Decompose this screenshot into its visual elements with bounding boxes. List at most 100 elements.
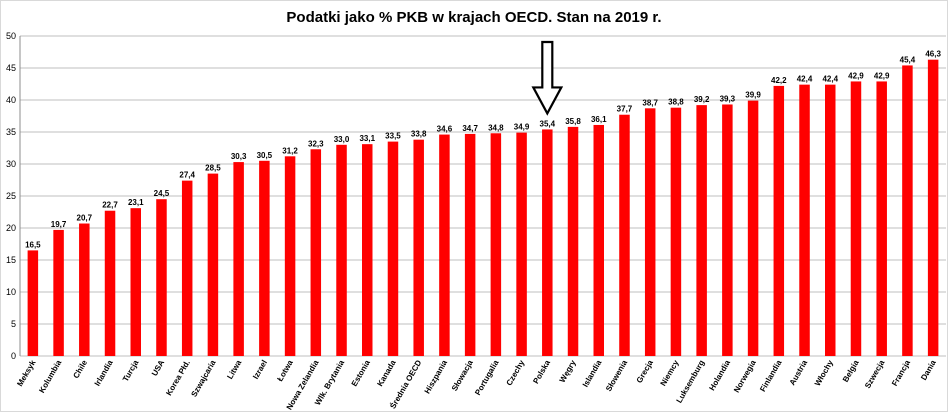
x-axis-ticks: Meksyk Kolumbia Chile Irlandia Turcja USAKore… <box>15 358 938 411</box>
y-tick-label: 25 <box>6 191 16 201</box>
x-tick-label: Niemcy <box>659 358 681 388</box>
data-label: 38,7 <box>642 98 658 107</box>
bar <box>233 162 244 356</box>
y-axis-ticks: 0 5 10 15 20 25 30 35 40 45 50 <box>6 31 16 361</box>
bar <box>747 100 759 356</box>
y-tick-label: 50 <box>6 31 16 41</box>
data-label: 31,2 <box>282 146 298 155</box>
data-label: 34,6 <box>437 125 453 134</box>
x-tick-label: Czechy <box>505 358 527 387</box>
x-tick-label: Irlandia <box>93 358 115 388</box>
bar <box>542 129 553 356</box>
data-label: 36,1 <box>591 115 607 124</box>
bars <box>27 59 939 357</box>
x-tick-label: Szwecja <box>863 358 887 390</box>
x-tick-label: Francja <box>890 358 912 388</box>
data-labels: 16,5 19,7 20,7 22,7 23,1 24,5 27,4 28,5 30,3 30,5… <box>25 50 941 250</box>
chart-title: Podatki jako % PKB w krajach OECD. Stan … <box>286 9 661 26</box>
bar <box>53 229 64 356</box>
bar <box>79 223 90 356</box>
data-label: 33,8 <box>411 130 427 139</box>
y-tick-label: 30 <box>6 159 16 169</box>
x-tick-label: Łotwa <box>275 358 295 383</box>
data-label: 23,1 <box>128 198 144 207</box>
x-tick-label: Portugalia <box>473 358 501 397</box>
bar <box>259 160 270 356</box>
data-label: 30,3 <box>231 152 247 161</box>
bar <box>284 156 296 356</box>
y-tick-label: 0 <box>11 351 16 361</box>
data-label: 42,4 <box>822 75 838 84</box>
y-tick-label: 15 <box>6 255 16 265</box>
x-tick-label: Litwa <box>225 358 243 381</box>
y-tick-label: 5 <box>11 319 16 329</box>
x-tick-label: Islandia <box>581 358 604 389</box>
annotations <box>531 40 564 116</box>
bar <box>310 149 322 356</box>
data-label: 27,4 <box>179 171 195 180</box>
x-tick-label: Finlandia <box>758 358 784 393</box>
x-tick-label: Hiszpania <box>423 358 450 395</box>
bar <box>490 133 502 356</box>
x-tick-label: Luksemburg <box>675 358 707 404</box>
bar <box>336 144 347 356</box>
bar <box>104 210 116 356</box>
bar <box>850 81 862 356</box>
y-tick-label: 10 <box>6 287 16 297</box>
bar <box>825 84 836 356</box>
x-tick-label: Turcja <box>121 358 141 383</box>
x-tick-label: Grecja <box>635 358 656 385</box>
bar <box>722 104 733 356</box>
x-tick-label: Polska <box>531 358 552 385</box>
x-tick-label: Meksyk <box>15 358 38 388</box>
y-tick-label: 35 <box>6 127 16 137</box>
data-label: 42,4 <box>797 75 813 84</box>
arrow-annotation <box>531 40 564 116</box>
data-label: 39,2 <box>694 95 710 104</box>
data-label: 39,9 <box>745 91 761 100</box>
gridlines <box>19 35 946 357</box>
bar <box>27 250 39 356</box>
data-label: 37,7 <box>617 105 633 114</box>
bar <box>670 107 682 357</box>
data-label: 35,4 <box>540 119 556 128</box>
data-label: 16,5 <box>25 240 41 249</box>
bar <box>156 199 167 356</box>
bar <box>181 180 193 356</box>
bar <box>387 141 399 356</box>
data-label: 33,1 <box>359 134 375 143</box>
data-label: 24,5 <box>154 189 170 198</box>
bar <box>902 65 913 356</box>
x-tick-label: Belgia <box>841 358 861 384</box>
y-tick-label: 40 <box>6 95 16 105</box>
x-tick-label: Szwajcaria <box>189 358 218 398</box>
bar <box>567 126 579 356</box>
x-tick-label: Izrael <box>251 359 269 381</box>
x-tick-label: Kolumbia <box>37 358 63 395</box>
bar <box>516 132 527 356</box>
bar <box>876 81 887 356</box>
bar <box>413 139 424 356</box>
x-tick-label: Norwegia <box>732 358 758 394</box>
data-label: 19,7 <box>51 220 67 229</box>
x-tick-label: Korea Płd. <box>164 359 192 398</box>
data-label: 30,5 <box>257 151 273 160</box>
data-label: 39,3 <box>720 94 736 103</box>
y-tick-label: 45 <box>6 63 16 73</box>
bar <box>130 208 141 356</box>
data-label: 32,3 <box>308 139 324 148</box>
bar <box>619 114 630 356</box>
x-tick-label: Węgry <box>558 358 578 384</box>
x-tick-label: Dania <box>919 358 938 382</box>
data-label: 34,7 <box>462 124 478 133</box>
bar <box>773 85 785 357</box>
x-tick-label: Włochy <box>813 358 835 388</box>
data-label: 35,8 <box>565 117 581 126</box>
x-tick-label: Holandia <box>707 358 732 392</box>
data-label: 34,9 <box>514 123 530 132</box>
bar <box>799 84 810 356</box>
x-tick-label: USA <box>150 358 166 377</box>
x-tick-label: Estonia <box>350 358 373 388</box>
x-tick-label: Kanada <box>375 358 398 388</box>
